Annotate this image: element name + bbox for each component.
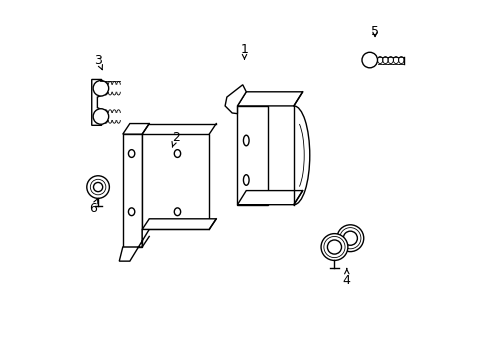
Circle shape: [321, 234, 347, 260]
Bar: [122, 134, 142, 247]
Text: 6: 6: [89, 199, 98, 215]
Circle shape: [361, 52, 377, 68]
Polygon shape: [224, 85, 246, 114]
Polygon shape: [237, 92, 302, 106]
Circle shape: [93, 81, 108, 96]
Circle shape: [93, 109, 108, 124]
Ellipse shape: [243, 135, 248, 146]
Polygon shape: [142, 134, 209, 229]
Polygon shape: [119, 229, 149, 261]
Circle shape: [327, 240, 341, 254]
Text: 5: 5: [370, 25, 378, 38]
Ellipse shape: [174, 208, 180, 216]
Polygon shape: [92, 80, 102, 125]
Ellipse shape: [128, 208, 135, 216]
Bar: [237, 106, 268, 205]
Text: 3: 3: [94, 54, 102, 70]
Circle shape: [87, 176, 109, 198]
Polygon shape: [237, 190, 302, 205]
Ellipse shape: [174, 150, 180, 157]
Polygon shape: [142, 219, 216, 229]
Circle shape: [336, 225, 363, 252]
Text: 2: 2: [171, 131, 179, 147]
Ellipse shape: [128, 150, 135, 157]
Circle shape: [343, 231, 357, 245]
Circle shape: [93, 183, 102, 192]
Text: 4: 4: [342, 269, 350, 287]
Ellipse shape: [243, 175, 248, 185]
Polygon shape: [122, 123, 149, 134]
Text: 1: 1: [240, 43, 248, 59]
